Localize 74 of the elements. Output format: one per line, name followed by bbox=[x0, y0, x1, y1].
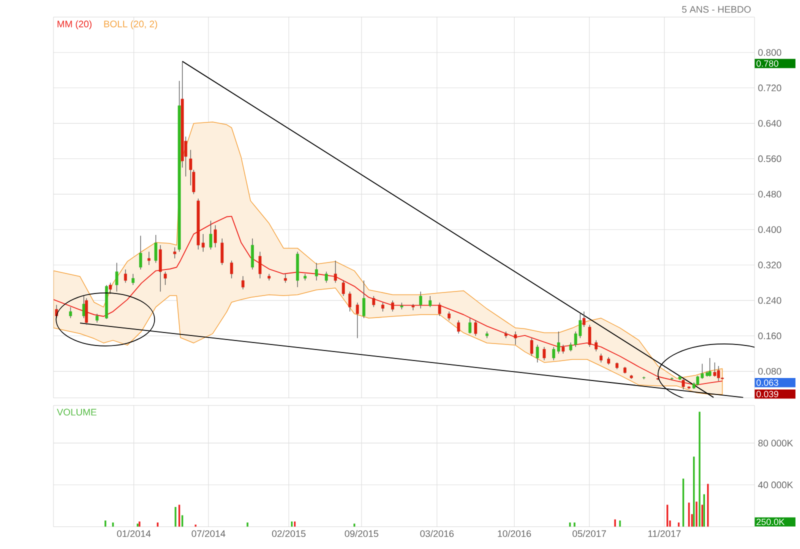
x-tick-label: 11/2017 bbox=[648, 530, 681, 537]
text: MM (20) bbox=[58, 20, 92, 29]
legend-label: BOLL (20, 2) bbox=[104, 20, 158, 29]
candlestick bbox=[717, 365, 720, 382]
candlestick bbox=[428, 295, 432, 308]
chart-subtitle: 5 ANS - HEBDO bbox=[682, 6, 751, 13]
candlestick bbox=[457, 320, 460, 334]
text: 0.039 bbox=[756, 390, 778, 398]
candlestick bbox=[514, 330, 517, 345]
candlestick bbox=[173, 246, 176, 258]
candlestick bbox=[315, 262, 318, 281]
candlestick bbox=[391, 300, 394, 312]
candlestick bbox=[230, 260, 234, 278]
y-tick-label: 0.480 bbox=[758, 190, 782, 198]
candlestick bbox=[258, 251, 262, 278]
candlestick bbox=[334, 260, 337, 283]
y-tick-label: 0.160 bbox=[758, 332, 782, 340]
candlestick bbox=[209, 220, 212, 250]
candlestick bbox=[594, 340, 598, 352]
candlestick bbox=[132, 273, 135, 286]
candlestick bbox=[682, 378, 685, 390]
candlestick bbox=[356, 302, 359, 338]
y-tick-label: 0.560 bbox=[758, 155, 782, 162]
candlestick bbox=[250, 238, 254, 270]
candlestick bbox=[324, 271, 328, 283]
y-tick-label: 0.720 bbox=[758, 84, 782, 92]
y-tick-label: 0.640 bbox=[758, 120, 782, 126]
text: 0.063 bbox=[756, 379, 778, 386]
candlestick bbox=[139, 235, 142, 270]
candlestick bbox=[214, 224, 217, 248]
candlestick bbox=[348, 291, 352, 312]
candlestick bbox=[542, 346, 546, 360]
y-tick-label: 0.800 bbox=[758, 48, 782, 56]
y-tick-label: 0.240 bbox=[758, 296, 782, 304]
y-tick-label: 0.400 bbox=[758, 226, 782, 233]
candlestick bbox=[474, 320, 478, 336]
candlestick bbox=[55, 304, 58, 318]
candlestick bbox=[115, 262, 118, 292]
x-tick-label: 03/2016 bbox=[420, 530, 454, 537]
x-tick-label: 02/2015 bbox=[272, 530, 306, 537]
y-tick-label: 0.080 bbox=[758, 368, 782, 374]
candlestick bbox=[362, 280, 366, 318]
candlestick bbox=[164, 271, 167, 286]
candlestick bbox=[84, 298, 88, 325]
candlestick bbox=[708, 357, 712, 377]
candlestick bbox=[536, 344, 539, 363]
text: 250.0K bbox=[756, 518, 785, 525]
chart-title: VOLUME bbox=[56, 408, 96, 416]
candlestick bbox=[530, 338, 534, 356]
candlestick bbox=[148, 251, 150, 266]
candlestick bbox=[82, 295, 86, 318]
candlestick bbox=[713, 362, 716, 377]
candlestick bbox=[468, 318, 472, 334]
x-tick-label: 07/2014 bbox=[192, 530, 226, 537]
candlestick bbox=[69, 306, 72, 318]
candlestick bbox=[438, 302, 442, 316]
x-tick-label: 09/2015 bbox=[344, 530, 378, 537]
text: 0.780 bbox=[756, 60, 778, 66]
y-tick-label: 80 000K bbox=[758, 440, 794, 446]
candlestick bbox=[154, 234, 158, 263]
candlestick bbox=[582, 310, 586, 328]
x-tick-label: 05/2017 bbox=[572, 530, 606, 537]
candlestick bbox=[419, 291, 422, 309]
candlestick bbox=[372, 295, 376, 308]
x-tick-label: 01/2014 bbox=[117, 530, 151, 537]
y-tick-label: 40 000K bbox=[758, 481, 794, 488]
candlestick bbox=[241, 276, 244, 290]
y-tick-label: 0.320 bbox=[758, 261, 782, 268]
candlestick bbox=[342, 280, 345, 296]
candlestick bbox=[220, 238, 224, 266]
candlestick bbox=[588, 324, 592, 348]
candlestick bbox=[124, 268, 127, 283]
x-tick-label: 10/2016 bbox=[498, 530, 531, 537]
candlestick bbox=[158, 244, 162, 292]
